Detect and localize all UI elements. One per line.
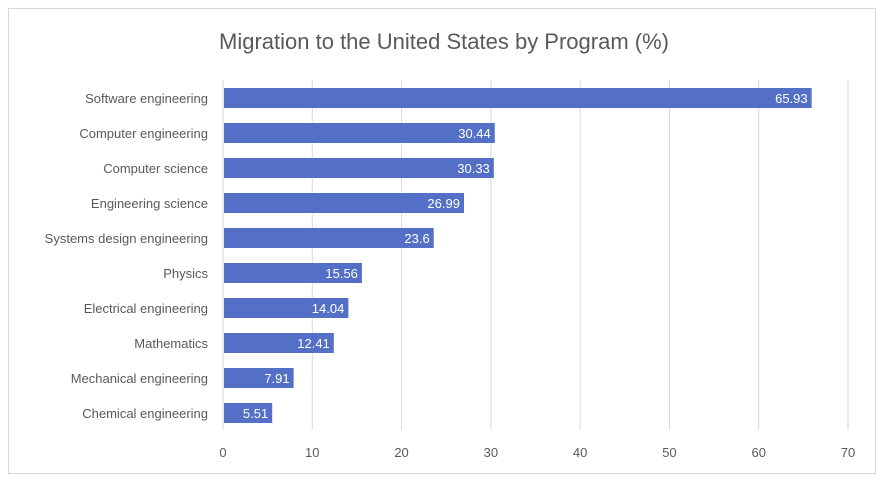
data-label: 5.51	[243, 406, 268, 421]
data-label: 12.41	[297, 336, 330, 351]
bar	[224, 263, 362, 283]
bar	[224, 88, 812, 108]
data-label: 7.91	[264, 371, 289, 386]
x-tick-label: 50	[662, 445, 676, 460]
bar	[224, 228, 434, 248]
x-tick-label: 70	[841, 445, 855, 460]
chart-title: Migration to the United States by Progra…	[219, 29, 669, 54]
bar	[224, 193, 464, 213]
bar	[224, 368, 294, 388]
data-label: 30.44	[458, 126, 491, 141]
x-tick-label: 10	[305, 445, 319, 460]
data-label: 26.99	[427, 196, 460, 211]
data-label: 15.56	[325, 266, 358, 281]
data-label: 65.93	[775, 91, 808, 106]
x-tick-label: 60	[751, 445, 765, 460]
x-tick-label: 20	[394, 445, 408, 460]
category-label: Mechanical engineering	[71, 371, 208, 386]
bar	[224, 298, 349, 318]
x-tick-label: 40	[573, 445, 587, 460]
x-tick-label: 30	[484, 445, 498, 460]
data-label: 23.6	[404, 231, 429, 246]
chart-frame	[8, 8, 876, 474]
data-label: 14.04	[312, 301, 345, 316]
data-label: 30.33	[457, 161, 490, 176]
x-tick-label: 0	[219, 445, 226, 460]
category-label: Electrical engineering	[84, 301, 208, 316]
category-label: Chemical engineering	[82, 406, 208, 421]
category-label: Computer engineering	[79, 126, 208, 141]
bar	[224, 333, 334, 353]
category-label: Engineering science	[91, 196, 208, 211]
bar	[224, 123, 495, 143]
bar	[224, 158, 494, 178]
category-label: Software engineering	[85, 91, 208, 106]
category-label: Computer science	[103, 161, 208, 176]
category-label: Mathematics	[134, 336, 208, 351]
category-label: Physics	[163, 266, 208, 281]
category-label: Systems design engineering	[45, 231, 208, 246]
bar	[224, 403, 273, 423]
